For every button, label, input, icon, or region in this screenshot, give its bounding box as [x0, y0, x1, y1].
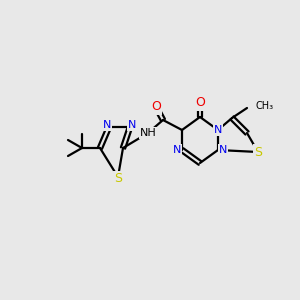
Text: N: N [128, 120, 136, 130]
Text: N: N [173, 145, 181, 155]
Text: NH: NH [140, 128, 156, 138]
Text: O: O [151, 100, 161, 113]
Text: O: O [195, 97, 205, 110]
Text: N: N [103, 120, 111, 130]
Text: N: N [214, 125, 222, 135]
Text: N: N [219, 145, 227, 155]
Text: CH₃: CH₃ [255, 101, 273, 111]
Text: S: S [254, 146, 262, 158]
Text: S: S [114, 172, 122, 185]
